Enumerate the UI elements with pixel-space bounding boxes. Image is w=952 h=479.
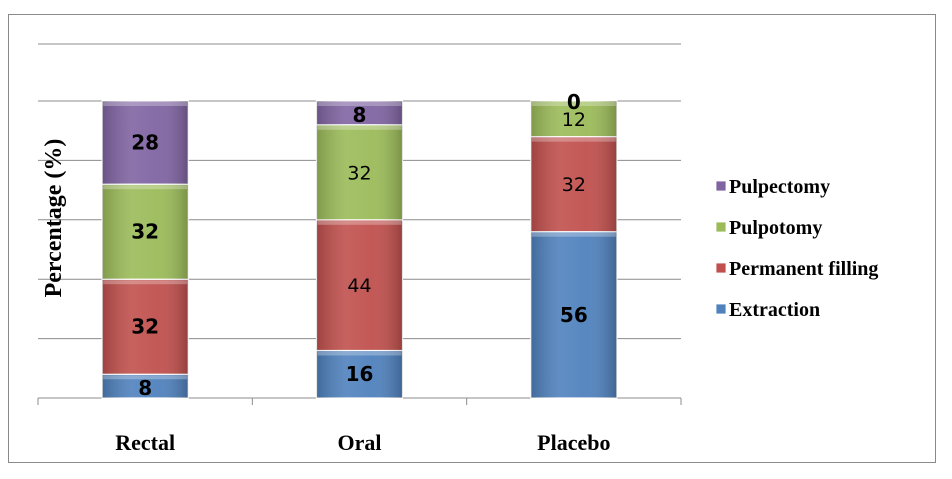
data-label: 56	[560, 303, 588, 327]
category-label: Placebo	[537, 430, 610, 455]
bar-shading	[316, 101, 403, 125]
bar-bevel	[531, 137, 616, 142]
data-label: 32	[131, 315, 159, 339]
bar-shading	[530, 136, 617, 232]
data-label: 32	[347, 162, 371, 184]
bar-shading	[102, 374, 189, 398]
legend-swatch	[715, 303, 727, 315]
bar-bevel	[103, 102, 188, 106]
legend-swatch	[715, 180, 727, 192]
bar-shading	[316, 350, 403, 398]
data-labels: 8 32 32 28 16 44 32 8 56 32 120	[131, 90, 588, 400]
data-label: 12	[562, 109, 586, 131]
legend: Pulpectomy Pulpotomy Permanent filling Extr…	[715, 176, 878, 321]
data-label: 8	[138, 376, 152, 400]
y-axis-label: Percentage (%)	[41, 139, 67, 298]
legend-swatch	[715, 262, 727, 274]
data-label: 44	[347, 275, 371, 297]
data-label: 32	[131, 220, 159, 244]
bar-bevel	[317, 102, 402, 106]
bar-bevel	[317, 351, 402, 356]
data-label: 16	[346, 362, 374, 386]
category-label: Rectal	[115, 430, 175, 455]
bar-shading	[316, 124, 403, 220]
category-labels: Rectal Oral Placebo	[115, 430, 610, 455]
bar-shading	[530, 101, 617, 137]
data-label: 0	[567, 90, 581, 114]
bar-bevel	[317, 125, 402, 130]
bar-shading	[102, 279, 189, 375]
bar-shading	[102, 184, 189, 280]
legend-label: Pulpotomy	[729, 217, 822, 239]
bar-bevel	[531, 102, 616, 106]
legend-label: Pulpectomy	[729, 176, 830, 198]
bar-bevel	[103, 375, 188, 380]
data-label: 28	[131, 131, 159, 155]
legend-swatch	[715, 221, 727, 233]
legend-label: Permanent filling	[729, 258, 878, 280]
data-label: 8	[353, 103, 367, 127]
bar-shading	[530, 231, 617, 398]
bar-bevel	[103, 280, 188, 285]
data-label: 32	[562, 174, 586, 196]
bar-shading	[316, 219, 403, 351]
bar-bevel	[103, 185, 188, 190]
bar-bevel	[531, 232, 616, 237]
axes	[37, 397, 682, 405]
category-label: Oral	[338, 430, 382, 455]
bar-shading	[102, 101, 189, 185]
bar-bevel	[317, 220, 402, 225]
legend-label: Extraction	[729, 299, 820, 321]
bars	[101, 100, 618, 399]
